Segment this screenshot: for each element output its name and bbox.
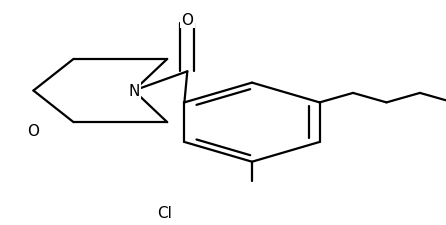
Text: N: N: [128, 84, 140, 99]
Text: Cl: Cl: [157, 205, 173, 220]
Text: O: O: [182, 13, 193, 28]
Text: O: O: [28, 123, 39, 138]
